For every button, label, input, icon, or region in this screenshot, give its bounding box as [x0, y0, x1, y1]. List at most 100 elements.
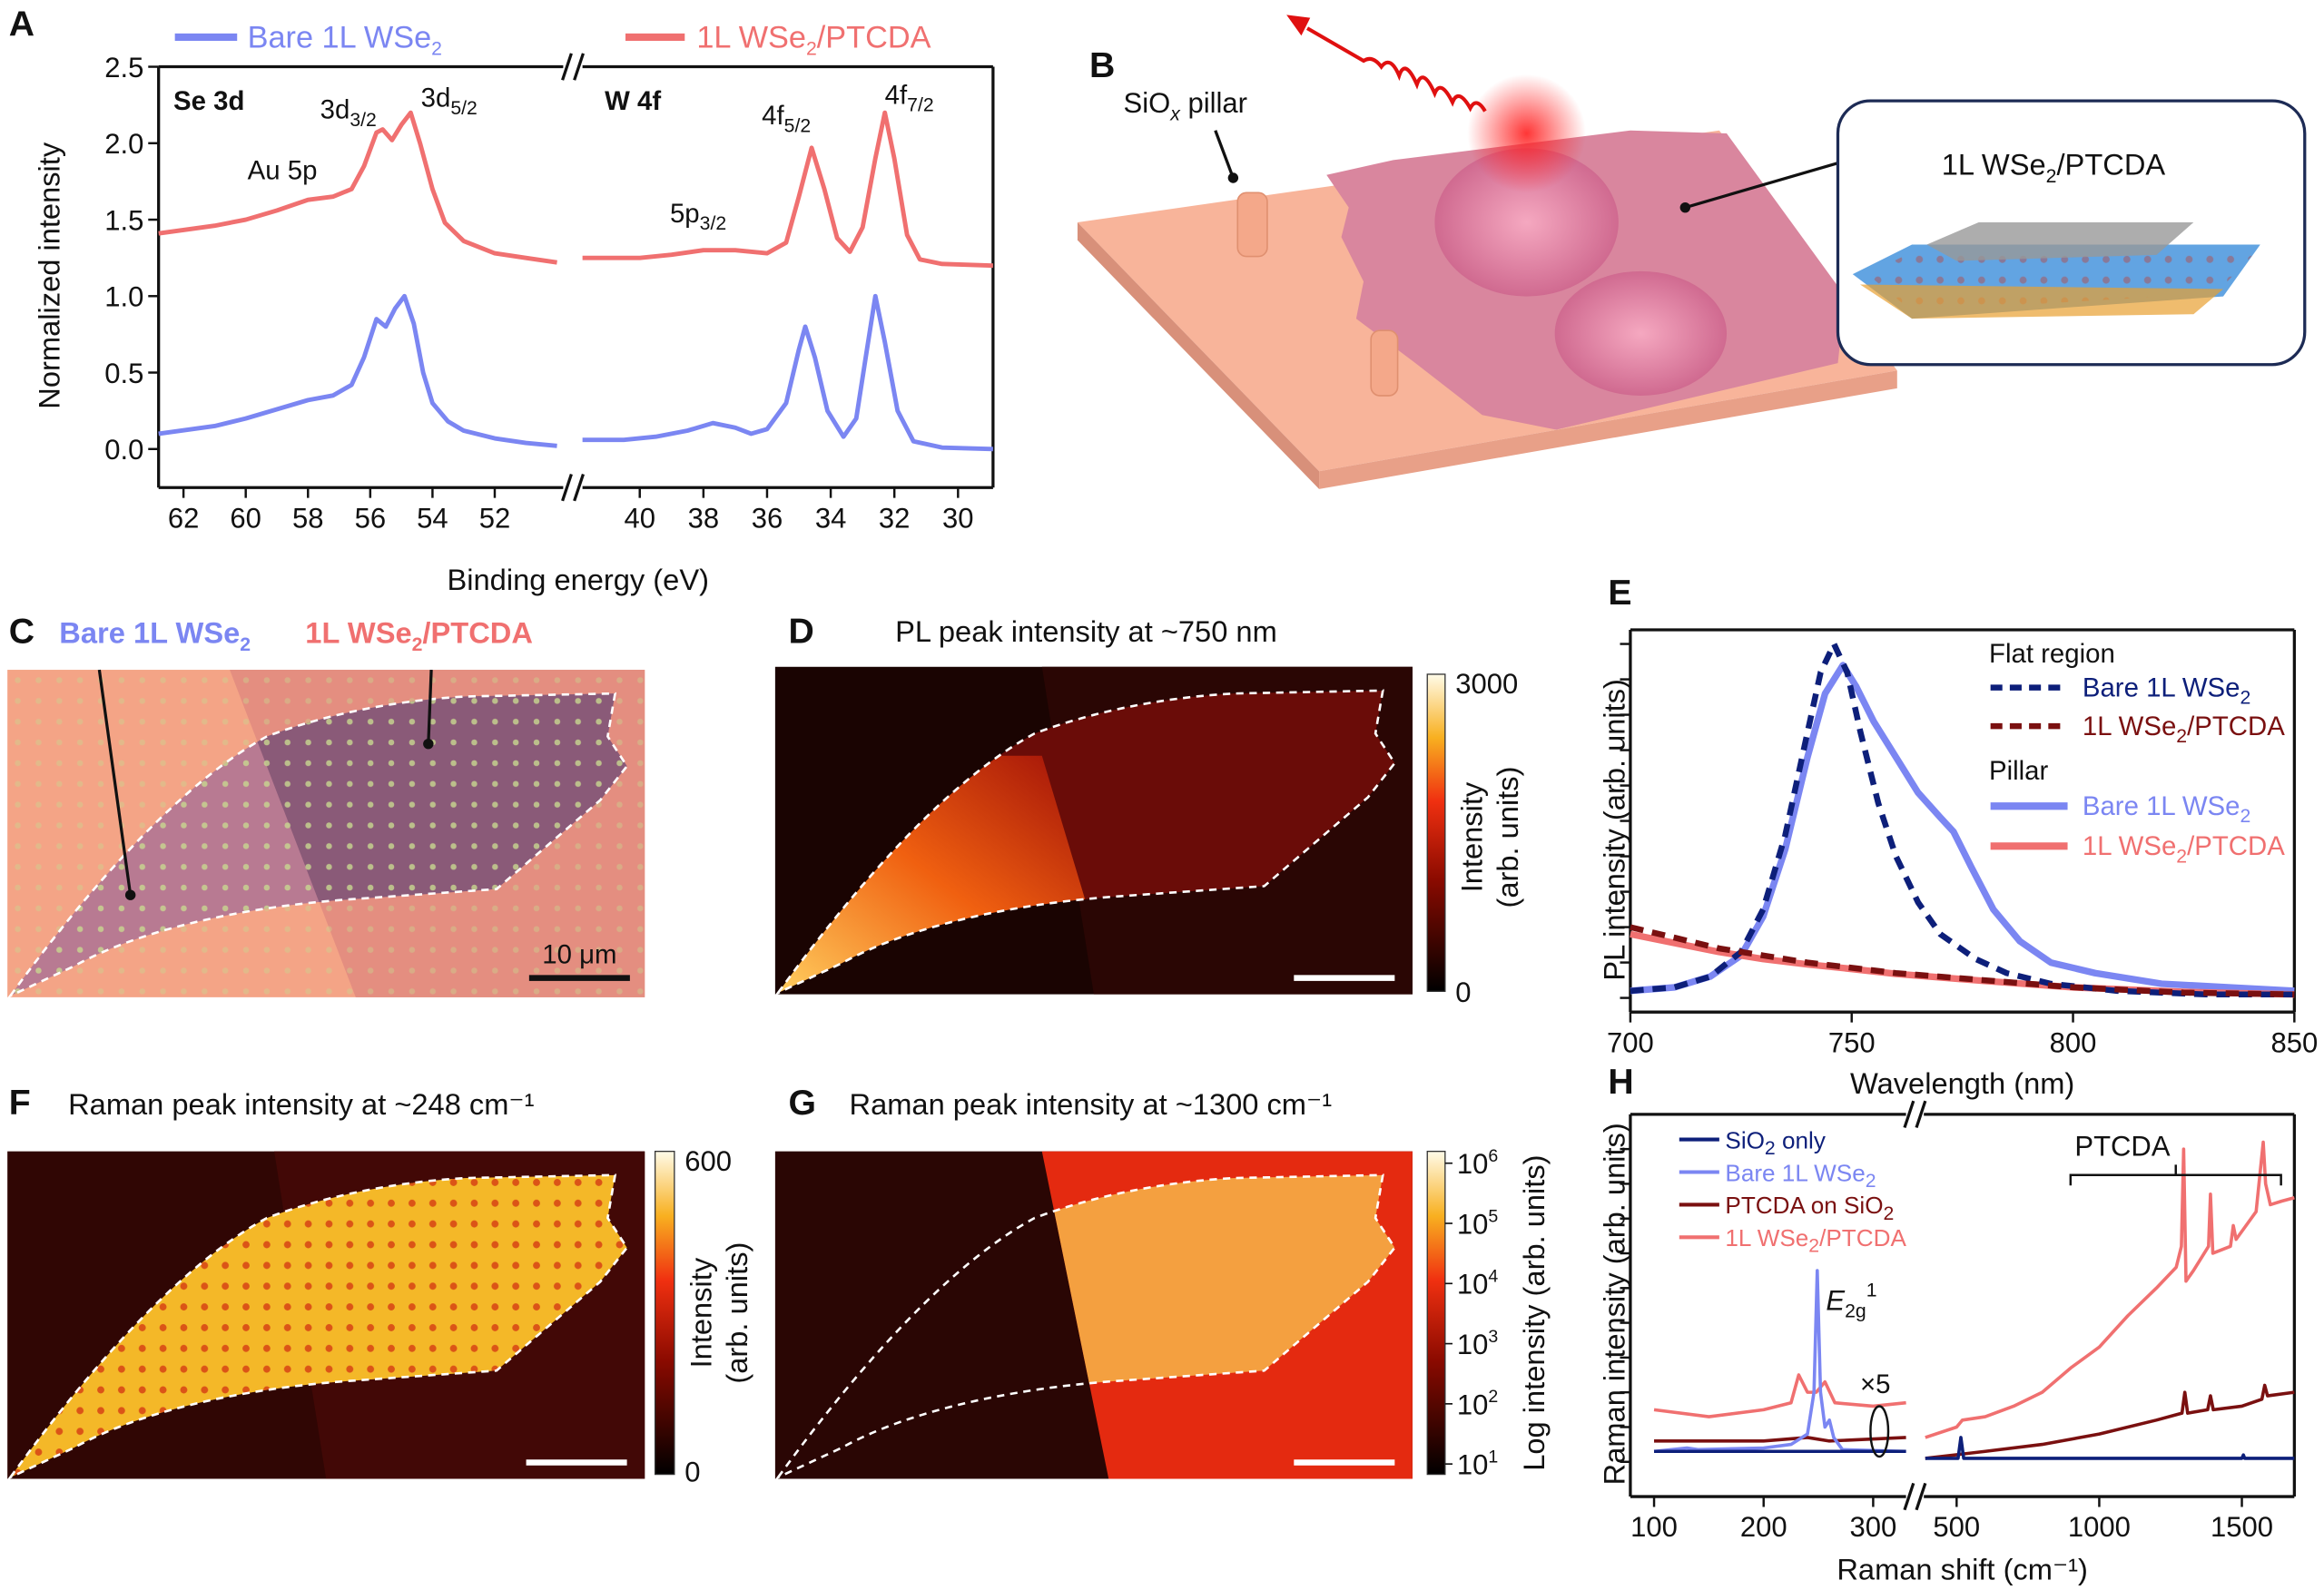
legend-group-pillar: Pillar: [1989, 756, 2049, 786]
series-line-2: [1630, 662, 2295, 995]
x-tick-label: 58: [292, 502, 324, 534]
series-line-1-left: [158, 110, 557, 265]
y-axis-title: Normalized intensity: [32, 142, 65, 409]
map-title: Raman peak intensity at ~248 cm⁻¹: [68, 1087, 535, 1121]
panel-f-raman-map: F Raman peak intensity at ~248 cm⁻¹ 600 …: [7, 1084, 753, 1488]
x-tick-label: 56: [355, 502, 387, 534]
x-tick-label: 38: [688, 502, 720, 534]
x-tick-label: 54: [417, 502, 448, 534]
series-line-0-right: [1925, 1436, 2295, 1460]
region-label-se3d: Se 3d: [173, 86, 244, 116]
panel-label: F: [9, 1084, 31, 1123]
legend-label: 1L WSe2/PTCDA: [2083, 831, 2285, 867]
molecular-structure: [1852, 221, 2260, 319]
series-line-3-right: [1925, 1140, 2295, 1439]
scale-bar: [528, 975, 630, 981]
x-tick-label: 700: [1607, 1026, 1654, 1058]
annotation-5p32: 5p3/2: [670, 199, 726, 234]
panel-label: C: [9, 613, 34, 652]
pointer-line: [1684, 162, 1838, 210]
annotation-e2g: E2g1: [1826, 1281, 1876, 1322]
x-tick-label: 62: [168, 502, 200, 534]
y-tick-label: 1.5: [104, 204, 143, 236]
y-axis-title: Raman intensity (arb. units): [1597, 1123, 1630, 1485]
colorbar-tick-label: 105: [1457, 1206, 1499, 1240]
annotation-au5p: Au 5p: [248, 156, 318, 186]
legend-label-ptcda: 1L WSe2/PTCDA: [696, 20, 931, 59]
colorbar-tick-label: 103: [1457, 1327, 1499, 1360]
x-axis-title: Binding energy (eV): [447, 563, 708, 596]
legend-label: 1L WSe2/PTCDA: [1725, 1224, 1906, 1257]
scale-bar: [1294, 975, 1395, 981]
scale-bar: [1294, 1459, 1395, 1466]
colorbar-ticks: 106 105 104 103 102 101: [1444, 1146, 1499, 1481]
x-tick-label: 52: [479, 502, 511, 534]
laser-spot: [1467, 74, 1586, 193]
legend-label: 1L WSe2/PTCDA: [2083, 712, 2285, 747]
colorbar-tick-label: 104: [1457, 1267, 1499, 1300]
y-tick-label: 1.0: [104, 281, 143, 313]
colorbar-title-1: Intensity: [1455, 781, 1489, 892]
panel-label: D: [789, 613, 814, 652]
panel-e: E 700 750 800 850 Flat region Pillar Bare 1…: [1597, 574, 2318, 1100]
pillar-1: [1236, 191, 1268, 258]
series-line-0-left: [158, 293, 557, 448]
pointer-dot: [1227, 172, 1239, 183]
region-label-w4f: W 4f: [605, 86, 661, 116]
panel-label: H: [1608, 1063, 1633, 1102]
panel-g-raman-map: G Raman peak intensity at ~1300 cm⁻¹ 106…: [774, 1084, 1551, 1481]
panel-label: G: [789, 1084, 816, 1123]
raman-chart: 100 200 300 500 1000 1500: [1620, 1100, 2296, 1543]
series-line-2-left: [1654, 1436, 1906, 1443]
colorbar-max: 600: [684, 1145, 732, 1177]
x-tick-label: 32: [879, 502, 910, 534]
panel-h: H 100 200 300 500 1000 1500 SiO2 only Bare 1L…: [1597, 1063, 2296, 1585]
annotation-3d52: 3d5/2: [421, 83, 478, 119]
pillar-2: [1370, 329, 1399, 397]
pointer-line: [1214, 130, 1235, 179]
axis-break-icon: [561, 474, 585, 502]
x-tick-label: 750: [1828, 1026, 1876, 1058]
y-tick-label: 2.0: [104, 128, 143, 160]
colorbar-min: 0: [684, 1457, 700, 1488]
x-tick-label: 850: [2270, 1026, 2318, 1058]
scale-bar-label: 10 μm: [542, 939, 616, 969]
panel-label: A: [9, 5, 34, 44]
annotation-4f72: 4f7/2: [885, 80, 934, 115]
colorbar-title-1: Intensity: [684, 1257, 718, 1368]
x-tick-label: 60: [230, 502, 261, 534]
legend-label: Bare 1L WSe2: [2083, 672, 2250, 708]
colorbar-title-2: (arb. units): [720, 1242, 753, 1384]
annotation-3d32: 3d3/2: [320, 95, 377, 131]
x-tick-label: 40: [624, 502, 655, 534]
panel-a: A Bare 1L WSe2 1L WSe2/PTCDA 62 60 58 56 54 5…: [9, 5, 995, 596]
legend-label: Bare 1L WSe2: [1725, 1159, 1876, 1192]
legend-label: SiO2 only: [1725, 1126, 1826, 1159]
x-tick-label: 30: [942, 502, 974, 534]
y-tick-label: 2.5: [104, 52, 143, 83]
x-axis-title: Raman shift (cm⁻¹): [1837, 1552, 2088, 1585]
x-tick-label: 200: [1740, 1511, 1787, 1543]
substrate-edge: [1319, 370, 1897, 489]
legend: SiO2 only Bare 1L WSe2 PTCDA on SiO2 1L …: [1679, 1126, 1906, 1257]
y-tick-label: 0.0: [104, 434, 143, 466]
y-axis-title: PL intensity (arb. units): [1597, 679, 1630, 981]
x-tick-label: 34: [815, 502, 847, 534]
pointer-dot: [1679, 201, 1691, 213]
colorbar-tick-label: 102: [1457, 1387, 1498, 1420]
x-tick-label: 800: [2050, 1026, 2097, 1058]
panel-c-optical-image: C Bare 1L WSe2 1L WSe2/PTCDA 10 μm: [7, 613, 645, 997]
colorbar: [1426, 1151, 1446, 1476]
pillar-label: SiOx pillar: [1124, 87, 1247, 124]
panel-label: B: [1089, 46, 1115, 85]
arrow-head-icon: [1286, 15, 1311, 36]
label-bare: Bare 1L WSe2: [59, 616, 251, 655]
legend-label: Bare 1L WSe2: [2083, 791, 2250, 827]
x-tick-label: 100: [1630, 1511, 1678, 1543]
map-title: PL peak intensity at ~750 nm: [895, 614, 1277, 648]
cone-1: [1434, 148, 1619, 297]
ptcda-bracket: [2069, 1164, 2282, 1186]
axis-break-icon: [1903, 1100, 1927, 1129]
pl-chart: 700 750 800 850: [1607, 628, 2318, 1058]
